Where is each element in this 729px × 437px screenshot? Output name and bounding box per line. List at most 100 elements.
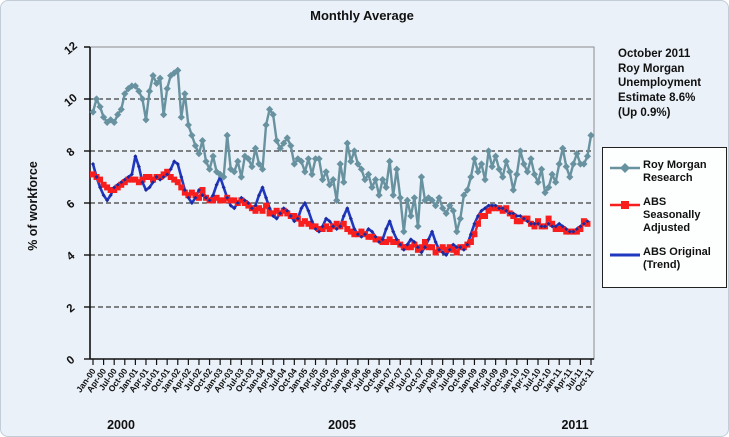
abs-seasonally-adjusted-marker xyxy=(273,207,280,214)
abs-seasonally-adjusted-marker xyxy=(150,176,157,183)
roy-morgan-marker xyxy=(290,160,298,168)
abs-seasonally-adjusted-marker xyxy=(513,218,520,225)
abs-original-trend-marker xyxy=(500,206,505,211)
abs-original-trend-marker xyxy=(532,221,537,226)
roy-morgan-marker xyxy=(205,165,214,173)
roy-morgan-marker xyxy=(269,111,277,119)
abs-original-trend-marker xyxy=(430,229,435,234)
abs-seasonally-adjusted-marker xyxy=(231,197,238,204)
abs-seasonally-adjusted-marker xyxy=(358,228,365,235)
abs-seasonally-adjusted-marker xyxy=(245,202,252,209)
abs-seasonally-adjusted-marker xyxy=(460,244,467,251)
abs-seasonally-adjusted-marker xyxy=(556,226,563,232)
roy-morgan-marker xyxy=(566,173,574,181)
abs-seasonally-adjusted-marker xyxy=(432,249,439,256)
abs-seasonally-adjusted-marker xyxy=(146,174,153,180)
roy-morgan-marker xyxy=(318,176,327,184)
abs-seasonally-adjusted-marker xyxy=(453,249,460,256)
abs-original-trend-marker xyxy=(451,242,456,247)
abs-original-trend-marker xyxy=(493,203,498,208)
abs-seasonally-adjusted-marker xyxy=(259,207,266,214)
abs-original-trend-marker xyxy=(271,214,276,218)
abs-original-trend-marker xyxy=(514,214,519,218)
roy-morgan-marker xyxy=(368,183,376,191)
abs-seasonally-adjusted-marker xyxy=(400,244,407,251)
abs-seasonally-adjusted-marker xyxy=(344,226,351,232)
abs-original-trend-marker xyxy=(204,195,209,200)
roy-morgan-marker xyxy=(92,95,101,103)
roy-morgan-marker xyxy=(364,170,373,178)
y-tick-label: 0 xyxy=(65,354,78,367)
abs-seasonally-adjusted-marker xyxy=(383,239,390,245)
roy-morgan-marker xyxy=(587,131,595,139)
abs-original-trend-marker xyxy=(246,201,251,205)
abs-original-trend-marker xyxy=(306,208,311,213)
abs-seasonally-adjusted-marker xyxy=(559,226,566,232)
abs-original-trend-marker xyxy=(232,206,237,211)
roy-morgan-marker xyxy=(562,163,570,171)
abs-original-trend-marker xyxy=(317,229,322,234)
abs-seasonally-adjusted-marker xyxy=(365,233,372,240)
abs-original-trend-marker xyxy=(281,206,286,211)
abs-seasonally-adjusted-marker xyxy=(446,244,453,251)
abs-original-trend-marker xyxy=(295,216,300,221)
abs-original-trend-marker xyxy=(115,182,120,187)
abs-seasonally-adjusted-marker xyxy=(333,220,340,227)
legend-item-abs-seasonally-adjusted: ABS Seasonally Adjusted xyxy=(609,196,722,235)
abs-original-trend-marker xyxy=(355,232,360,237)
abs-original-trend-line-sample-icon xyxy=(610,253,640,257)
abs-original-trend-marker xyxy=(228,203,233,208)
roy-morgan-marker xyxy=(347,157,355,165)
abs-seasonally-adjusted-marker xyxy=(386,236,393,243)
legend-item-roy-morgan: Roy Morgan Research xyxy=(609,159,722,185)
roy-morgan-marker xyxy=(329,176,337,184)
y-tick-label: 2 xyxy=(65,302,78,315)
roy-morgan-marker xyxy=(488,163,496,171)
roy-morgan-marker xyxy=(513,170,521,178)
abs-seasonally-adjusted-marker xyxy=(195,194,202,201)
abs-original-trend-marker xyxy=(553,224,558,229)
roy-morgan-marker xyxy=(333,196,341,204)
abs-seasonally-adjusted-marker xyxy=(531,223,538,230)
abs-seasonally-adjusted-marker xyxy=(90,171,96,178)
roy-morgan-marker xyxy=(301,168,309,176)
abs-original-trend-marker xyxy=(239,195,244,200)
roy-morgan-marker xyxy=(258,165,267,173)
abs-seasonally-adjusted-marker xyxy=(503,205,510,212)
roy-morgan-marker xyxy=(431,202,440,210)
roy-morgan-marker xyxy=(170,69,178,77)
abs-original-trend-marker xyxy=(401,247,406,252)
roy-morgan-marker xyxy=(495,165,503,173)
roy-morgan-marker xyxy=(202,157,210,165)
roy-morgan-marker xyxy=(184,121,192,129)
abs-original-trend-marker xyxy=(158,177,163,182)
abs-original-trend-marker xyxy=(225,195,230,200)
abs-original-trend-marker xyxy=(479,208,484,213)
abs-seasonally-adjusted-marker xyxy=(351,231,358,238)
roy-morgan-marker xyxy=(449,207,457,215)
abs-original-trend-marker xyxy=(454,245,459,250)
abs-original-trend-marker xyxy=(274,216,279,221)
abs-original-trend-marker xyxy=(465,242,470,247)
abs-seasonally-adjusted-marker xyxy=(220,197,227,204)
roy-morgan-marker xyxy=(580,160,588,168)
abs-original-trend-marker xyxy=(528,221,533,226)
abs-original-trend-marker xyxy=(249,206,254,211)
roy-morgan-marker xyxy=(117,105,125,113)
abs-seasonally-adjusted-marker xyxy=(266,210,273,217)
abs-original-trend-marker xyxy=(242,198,247,203)
abs-seasonally-adjusted-marker xyxy=(478,213,485,219)
abs-seasonally-adjusted-marker xyxy=(418,244,425,251)
abs-original-trend-marker xyxy=(299,206,304,211)
roy-morgan-marker xyxy=(262,121,270,129)
abs-seasonally-adjusted-marker xyxy=(213,194,220,201)
abs-original-trend-marker xyxy=(585,219,590,224)
abs-seasonally-adjusted-marker xyxy=(135,179,142,186)
abs-seasonally-adjusted-marker xyxy=(142,174,149,180)
abs-seasonally-adjusted-marker xyxy=(369,233,376,240)
abs-seasonally-adjusted-marker xyxy=(301,218,308,225)
roy-morgan-marker xyxy=(414,222,422,230)
abs-original-trend-marker xyxy=(278,211,283,216)
abs-seasonally-adjusted-marker xyxy=(181,189,188,196)
abs-original-trend-marker xyxy=(151,180,156,185)
